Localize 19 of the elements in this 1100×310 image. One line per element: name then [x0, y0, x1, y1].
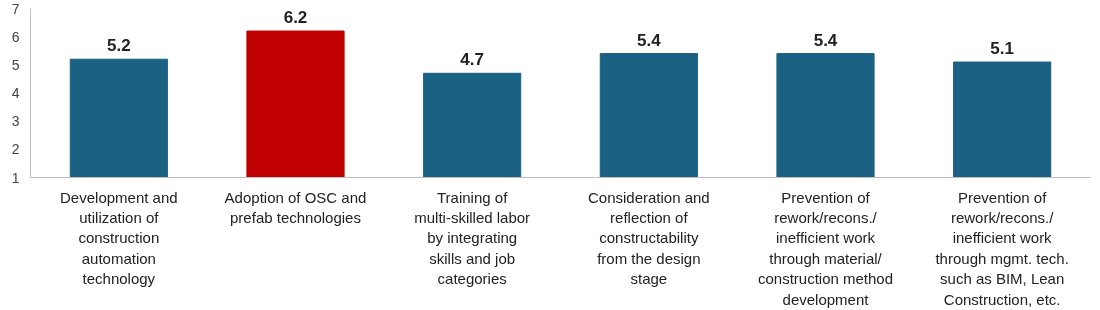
y-tick-label: 1	[11, 169, 20, 186]
data-label: 6.2	[283, 8, 308, 28]
y-tick-label: 6	[11, 28, 20, 45]
x-tick-label: Development and utilization of construction automation technology	[60, 188, 178, 288]
data-label: 5.4	[637, 30, 662, 50]
x-tick-label: Prevention of rework/recons./ inefficient work through mgmt. tech. such as BIM, Lean Construction, etc.	[935, 188, 1069, 308]
y-tick-label: 2	[11, 141, 20, 158]
x-tick-label: Adoption of OSC and prefab technologies	[224, 188, 367, 226]
y-tick-label: 7	[11, 0, 20, 17]
y-tick-label: 4	[11, 85, 20, 101]
data-label: 5.1	[990, 39, 1014, 59]
x-tick-label: Consideration and reflection of constructability from the design stage	[587, 188, 710, 288]
y-tick-label: 3	[11, 113, 20, 130]
x-tick-label: Training of multi-skilled labor by integrating skills and job categories	[414, 188, 531, 288]
y-tick-label: 5	[11, 56, 20, 73]
data-label: 5.4	[813, 30, 838, 50]
data-label: 5.2	[107, 36, 131, 56]
data-label: 4.7	[460, 50, 484, 70]
x-tick-label: Prevention of rework/recons./ inefficient work through material/ construction method development	[757, 188, 894, 308]
